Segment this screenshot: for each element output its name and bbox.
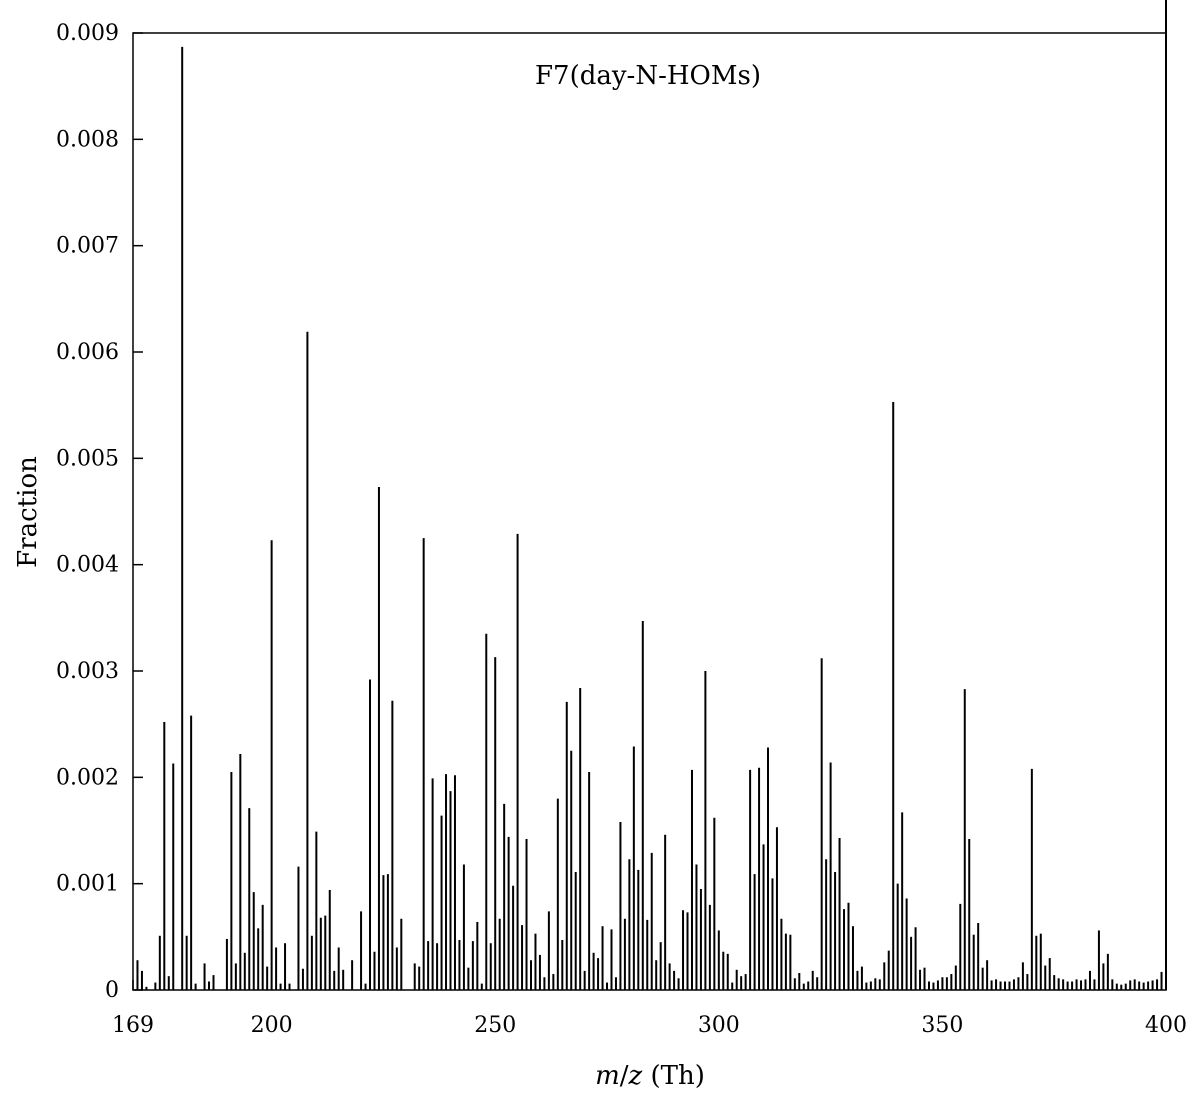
plot-frame	[132, 32, 1167, 991]
x-tick-label: 350	[921, 1013, 963, 1038]
x-axis-title-z: z	[628, 1061, 643, 1091]
y-tick-label: 0.008	[56, 127, 119, 152]
y-tick-label: 0.007	[56, 234, 119, 259]
y-tick-label: 0.001	[56, 872, 119, 897]
y-tick-label: 0.006	[56, 340, 119, 365]
y-tick-label: 0.009	[56, 21, 119, 46]
x-axis-title-slash: /	[620, 1061, 629, 1091]
y-tick-label: 0.002	[56, 765, 119, 790]
y-tick-label: 0	[105, 978, 119, 1003]
y-tick-label: 0.005	[56, 446, 119, 471]
chart-title: F7(day-N-HOMs)	[535, 61, 761, 91]
y-tick-label: 0.004	[56, 553, 119, 578]
bars-group	[136, 0, 1167, 990]
x-axis-title: m/z (Th)	[595, 1061, 705, 1091]
x-tick-label: 400	[1145, 1013, 1187, 1038]
x-axis-title-m: m	[595, 1061, 620, 1091]
x-tick-label: 200	[251, 1013, 293, 1038]
y-tick-label: 0.003	[56, 659, 119, 684]
x-axis-title-unit: (Th)	[642, 1061, 705, 1091]
x-axis-ticks: 169 200 250 300 350 400	[112, 980, 1187, 1038]
y-axis-ticks: 0 0.001 0.002 0.003 0.004 0.005 0.006 0.007 0.00…	[56, 21, 143, 1003]
y-axis-title: Fraction	[13, 456, 43, 568]
x-tick-label: 300	[698, 1013, 740, 1038]
x-tick-label: 250	[474, 1013, 516, 1038]
x-tick-label: 169	[112, 1013, 154, 1038]
